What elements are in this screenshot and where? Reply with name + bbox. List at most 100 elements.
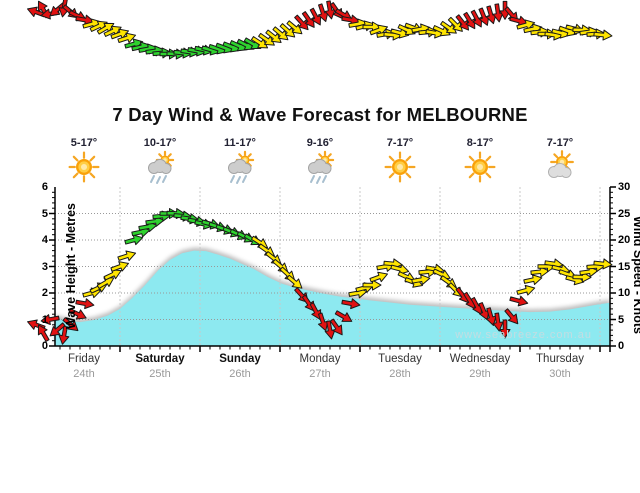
weather-icon-sun-showers [308, 150, 335, 184]
top-strip-wind-arrow [463, 11, 476, 30]
wind-arrow [58, 325, 70, 345]
weather-icon-part [405, 155, 412, 162]
weather-icon-part [230, 175, 235, 183]
wind-arrow [329, 318, 343, 336]
weather-icon-part [388, 172, 395, 179]
weather-icon-part [156, 176, 161, 184]
wind-arrow [369, 271, 388, 283]
day-label: Wednesday [449, 353, 511, 365]
weather-icon-part [72, 155, 79, 162]
wind-arrow [49, 322, 66, 337]
top-strip-wind-arrow [324, 0, 336, 20]
wind-arrow [504, 308, 519, 325]
day-label: Monday [299, 353, 341, 365]
weather-icon-part [150, 175, 155, 183]
left-tick-label: 0 [41, 340, 48, 352]
weather-icon-part [468, 155, 475, 162]
top-strip-wind-arrow [425, 27, 445, 39]
wind-arrow [492, 312, 504, 332]
top-strip-wind-arrow [103, 25, 122, 37]
weather-icon-sun-cloud [548, 150, 574, 178]
weather-icon-part [321, 164, 331, 173]
wind-arrow [530, 266, 550, 278]
top-strip-wind-arrow [593, 29, 613, 41]
top-strip-wind-arrow [272, 26, 289, 41]
weather-icon-sun-showers [148, 150, 175, 184]
wind-arrow [124, 234, 144, 246]
right-tick-label: 15 [618, 260, 631, 273]
top-strip-wind-arrow [317, 3, 329, 23]
weather-icon-part [322, 175, 327, 183]
top-strip-wind-arrow [286, 20, 303, 35]
top-strip-wind-arrow [447, 16, 463, 32]
wind-arrow [309, 302, 322, 320]
day-temperature: 7-17° [386, 137, 414, 149]
top-strip-wind-arrow [110, 28, 129, 40]
wind-arrow [62, 317, 79, 332]
weather-icon-part [161, 164, 171, 173]
weather-icon-sunny [464, 151, 496, 183]
top-strip-wind-arrow [265, 29, 282, 44]
weather-icon-part [553, 153, 559, 159]
wind-arrow [68, 308, 87, 320]
day-label: Thursday [536, 353, 584, 365]
day-date: 27th [309, 368, 331, 380]
right-tick-label: 5 [618, 313, 625, 326]
right-tick-label: 25 [618, 207, 631, 220]
weather-icon-sunny [384, 151, 416, 183]
day-label: Friday [68, 353, 100, 365]
wind-arrow [324, 320, 336, 340]
top-strip-wind-arrow [301, 11, 315, 28]
weather-icon-part [561, 168, 571, 177]
wind-arrow [40, 314, 60, 326]
right-tick-label: 20 [618, 234, 631, 246]
left-tick-label: 6 [41, 181, 48, 193]
wind-arrow [341, 298, 361, 310]
top-strip-wind-arrow [390, 27, 410, 39]
left-axis-title: Wave Height - Metres [63, 203, 78, 329]
weather-icon-part [242, 175, 247, 183]
day-temperature: 7-17° [546, 137, 574, 149]
weather-icon-part [485, 172, 492, 179]
top-strip-wind-arrow [96, 22, 115, 35]
top-strip-wind-arrow [309, 7, 322, 26]
day-label: Sunday [219, 353, 261, 365]
right-tick-label: 0 [618, 340, 625, 352]
weather-icon-part [158, 153, 163, 158]
weather-icon-part [80, 163, 88, 171]
day-temperature: 9-16° [306, 137, 334, 149]
weather-icon-part [565, 153, 571, 159]
top-strip-wind-arrow [492, 3, 504, 23]
weather-icon-part [316, 176, 321, 184]
top-strip-wind-arrow [258, 32, 275, 46]
watermark: www.seabreeze.com.au [455, 329, 592, 341]
weather-icon-part [405, 172, 412, 179]
day-temperature: 10-17° [143, 137, 177, 149]
weather-icon-part [396, 163, 404, 171]
top-strip-wind-arrow [279, 23, 296, 38]
day-date: 24th [73, 368, 95, 380]
weather-icon-part [247, 153, 252, 158]
weather-icon-part [485, 155, 492, 162]
left-tick-label: 3 [41, 260, 48, 273]
wind-arrow [411, 274, 431, 286]
left-tick-label: 4 [41, 234, 48, 246]
day-temperature: 5-17° [70, 137, 98, 149]
weather-icon-part [476, 163, 484, 171]
weather-icon-part [167, 153, 172, 158]
left-tick-label: 5 [41, 207, 48, 220]
day-date: 30th [549, 368, 571, 380]
day-date: 26th [229, 368, 251, 380]
weather-icon-part [327, 153, 332, 158]
left-tick-label: 2 [41, 287, 48, 299]
top-strip-wind-arrow [89, 20, 108, 32]
top-strip-wind-arrow [117, 32, 137, 44]
weather-icon-part [388, 155, 395, 162]
top-strip-wind-arrow [516, 19, 536, 31]
wind-arrow [145, 215, 165, 227]
wind-arrow [509, 295, 529, 307]
weather-icon-sunny [68, 151, 100, 183]
wind-arrow [523, 274, 543, 286]
